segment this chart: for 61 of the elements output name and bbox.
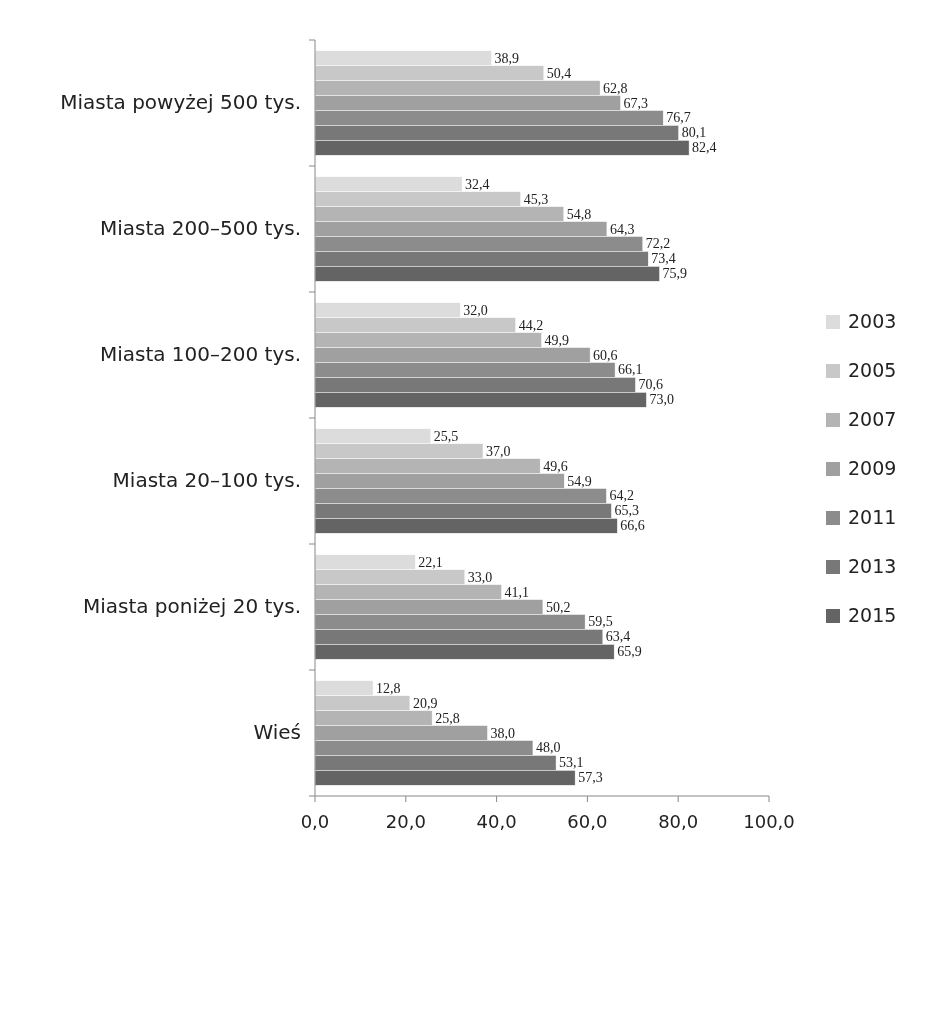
data-label: 44,2 [518,317,544,333]
legend-label: 2015 [848,603,897,626]
data-label: 12,8 [376,680,401,696]
legend-label: 2003 [848,309,897,332]
data-label: 45,3 [523,191,549,207]
data-label: 33,0 [467,569,493,585]
data-label: 80,1 [681,125,707,141]
x-tick-label: 20,0 [385,811,426,832]
data-label: 82,4 [692,140,717,156]
data-label: 25,5 [433,428,459,444]
data-label: 38,9 [494,50,520,66]
data-label: 38,0 [490,725,516,741]
data-label: 41,1 [504,584,530,600]
data-label: 54,9 [567,473,592,489]
data-label: 66,6 [620,518,645,534]
data-label: 37,0 [485,443,511,459]
data-label: 59,5 [588,614,613,630]
data-label: 53,1 [559,755,584,771]
data-label: 67,3 [623,95,649,111]
legend-label: 2009 [848,456,897,479]
data-label: 63,4 [605,629,631,645]
data-label: 20,9 [412,695,438,711]
y-tick-label: Wieś [253,719,301,744]
data-label: 73,0 [649,392,674,408]
y-tick-label: Miasta 200–500 tys. [99,215,301,240]
y-tick-label: Miasta poniżej 20 tys. [82,593,301,618]
data-label: 76,7 [666,110,691,126]
data-label: 32,0 [463,302,488,318]
data-label: 73,4 [651,251,676,267]
data-label: 60,6 [593,347,618,363]
data-label: 72,2 [645,236,671,252]
data-label: 50,4 [546,65,572,81]
x-tick-label: 80,0 [658,811,699,832]
x-tick-label: 100,0 [743,811,795,832]
y-tick-label: Miasta powyżej 500 tys. [60,89,301,114]
legend-label: 2013 [848,554,897,577]
data-label: 32,4 [465,176,490,192]
data-label: 65,3 [614,503,639,519]
y-tick-label: Miasta 100–200 tys. [99,341,301,366]
data-label: 25,8 [435,710,460,726]
x-tick-label: 40,0 [476,811,517,832]
data-label: 54,8 [566,206,592,222]
legend-label: 2005 [848,358,897,381]
data-label: 49,6 [543,458,568,474]
data-label: 64,3 [609,221,635,237]
x-tick-label: 60,0 [567,811,608,832]
data-label: 62,8 [603,80,628,96]
data-label: 48,0 [535,740,561,756]
x-tick-label: 0,0 [300,811,330,832]
data-label: 70,6 [638,377,664,393]
legend-label: 2011 [848,505,897,528]
data-label: 64,2 [609,488,634,504]
data-label: 75,9 [662,266,688,282]
data-label: 57,3 [578,770,603,786]
data-label: 65,9 [617,644,642,660]
y-tick-label: Miasta 20–100 tys. [112,467,301,492]
data-label: 66,1 [618,362,643,378]
data-label: 22,1 [418,554,443,570]
legend-label: 2007 [848,407,897,430]
data-label: 50,2 [545,599,571,615]
data-label: 49,9 [544,332,570,348]
